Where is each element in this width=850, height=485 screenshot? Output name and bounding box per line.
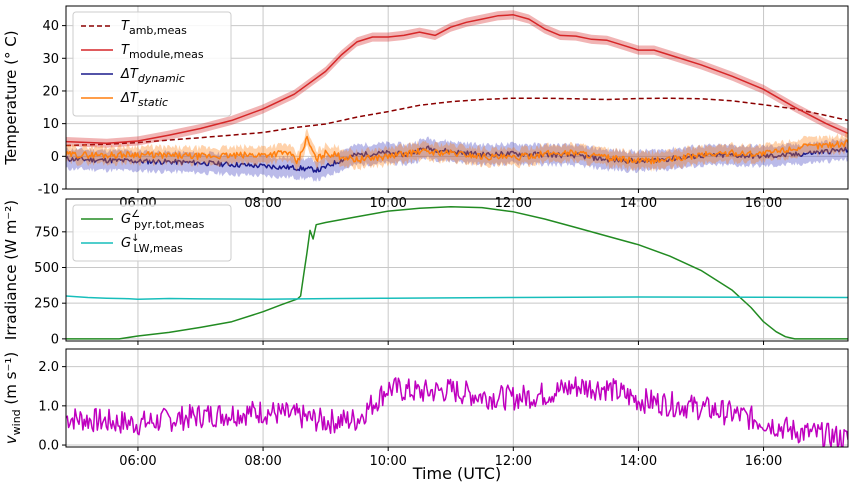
y-tick-label: 1.0 (38, 399, 59, 414)
legend-entry: ΔTstatic (120, 91, 168, 109)
y-tick-label: 0 (51, 150, 59, 165)
x-tick-label: 16:00 (745, 454, 782, 469)
legend-entry: G↓ LW,meas (121, 233, 183, 255)
chart-panel-3: 0.0 1.0 2.0 06:00 08:00 10:00 12:00 14:00 16:00 v… (2, 348, 849, 469)
y-tick-label: 20 (42, 84, 59, 99)
legend: Tamb,meas Tmodule,meas ΔTdynamic ΔTstatic (72, 11, 232, 117)
series-line-2 (66, 14, 848, 145)
y-axis-label: Temperature (° C) (2, 30, 20, 165)
x-axis-label: Time (UTC) (412, 464, 501, 483)
legend-entry: ΔTdynamic (120, 67, 185, 85)
series-line-1 (66, 206, 848, 340)
y-axis-label: Irradiance (W m⁻²) (2, 200, 20, 340)
legend-entry: Tmodule,meas (121, 43, 204, 61)
y-tick-label: 750 (34, 225, 59, 240)
series-group (66, 376, 848, 447)
chart-panel-2: 0 250 500 750 Irradiance (W m⁻²) G∠ pyr,tot,me… (2, 198, 849, 347)
series-band-3 (66, 136, 848, 182)
x-tick-label: 10:00 (369, 454, 406, 469)
axes-frame (65, 5, 849, 190)
legend-entry: Tamb,meas (121, 19, 187, 37)
series-line-1 (66, 97, 848, 147)
x-tick-label: 06:00 (119, 454, 156, 469)
axes-frame (65, 348, 849, 448)
x-tick-label: 08:00 (244, 454, 281, 469)
y-tick-label: 0.0 (38, 439, 59, 454)
y-axis-label: vwind (m s⁻¹) (2, 352, 23, 445)
y-tick-label: 30 (42, 52, 59, 67)
series-line-2 (66, 295, 848, 300)
legend-entry: G∠ pyr,tot,meas (121, 209, 205, 231)
series-line-1 (66, 376, 848, 447)
series-line-4 (66, 135, 848, 165)
y-tick-label: 0 (51, 332, 59, 347)
y-tick-label: 250 (34, 297, 59, 312)
y-tick-label: -10 (38, 183, 59, 198)
series-group (66, 206, 848, 340)
x-tick-label: 14:00 (620, 454, 657, 469)
y-tick-label: 500 (34, 261, 59, 276)
series-group (66, 10, 848, 182)
y-tick-label: 2.0 (38, 360, 59, 375)
series-band-2 (66, 10, 848, 148)
axes-frame (65, 198, 849, 342)
legend-box (72, 11, 232, 117)
y-tick-label: 10 (42, 117, 59, 132)
x-tick-label: 12:00 (495, 454, 532, 469)
series-line-3 (66, 145, 848, 173)
y-tick-label: 40 (42, 19, 59, 34)
